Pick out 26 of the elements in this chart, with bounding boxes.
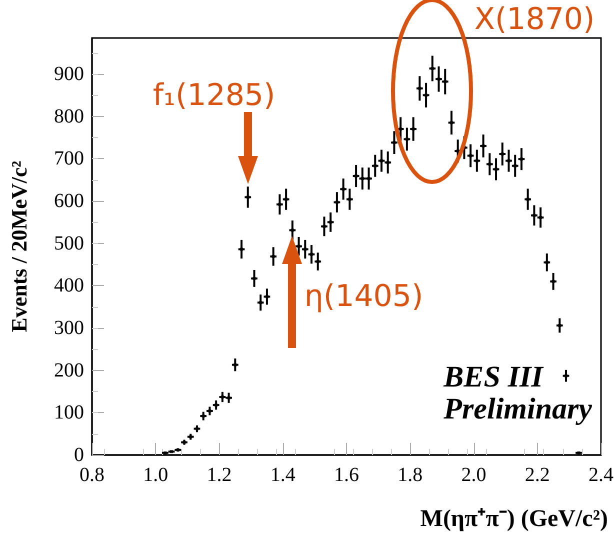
y-tick-label: 100 [54,402,84,424]
y-tick-label: 400 [54,274,84,297]
annotation: f₁(1285) [152,78,276,114]
annotation: η(1405) [304,279,424,314]
y-tick-label: 500 [54,232,84,254]
y-tick-label: 900 [54,62,84,85]
annotation: BES III [442,360,544,394]
y-tick-label: 200 [54,359,84,382]
annotation: Preliminary [442,392,593,426]
y-axis-title: Events / 20MeV/c² [6,160,32,332]
y-tick-label: 700 [54,148,84,170]
x-tick-label: 1.6 [334,464,359,486]
x-tick-label: 1.4 [270,464,296,486]
x-tick-label: 2.0 [461,464,486,486]
x-tick-label: 0.8 [80,464,104,486]
y-tick-label: 600 [54,190,84,212]
x-axis-title: M(ηπ⁺π⁻) (GeV/c²) [420,506,608,532]
annotation: X(1870) [474,2,595,38]
y-tick-label: 300 [54,316,84,339]
x-tick-label: 1.8 [398,464,423,486]
x-tick-label: 1.2 [206,464,232,486]
x-tick-label: 2.4 [588,464,614,486]
y-tick-label: 800 [54,105,84,128]
x-tick-label: 1.0 [143,464,168,486]
y-tick-label: 0 [74,444,84,466]
x-tick-label: 2.2 [524,464,550,486]
